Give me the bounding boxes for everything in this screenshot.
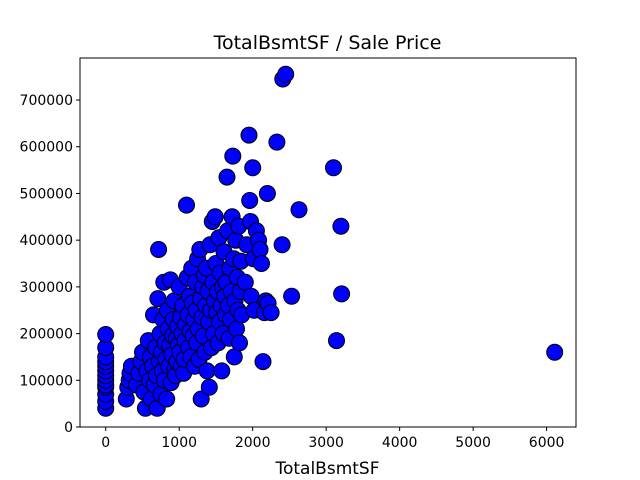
data-point: [213, 362, 231, 380]
data-point: [242, 287, 260, 305]
y-tick-label: 100000: [20, 373, 73, 389]
x-axis-label: TotalBsmtSF: [274, 459, 379, 479]
data-point: [97, 326, 115, 343]
x-tick-label: 5000: [455, 435, 491, 451]
data-point: [158, 390, 176, 408]
y-tick-label: 600000: [20, 140, 73, 156]
x-tick-label: 2000: [235, 435, 271, 451]
y-tick-label: 500000: [20, 186, 73, 202]
plot-frame: [79, 57, 577, 428]
y-tick-label: 200000: [20, 327, 73, 343]
data-point: [224, 147, 242, 165]
data-point: [273, 236, 291, 254]
data-point: [198, 362, 216, 380]
y-axis: 0 100000 200000 300000 400000 500000 600000 700…: [20, 93, 80, 436]
data-point: [268, 133, 286, 151]
data-point: [290, 201, 308, 219]
data-point: [546, 343, 564, 361]
x-tick-label: 6000: [529, 435, 565, 451]
data-point: [325, 159, 342, 177]
data-points: [97, 65, 564, 417]
data-point: [262, 304, 280, 322]
data-point: [251, 241, 269, 258]
data-point: [258, 185, 276, 202]
data-point: [241, 192, 259, 209]
x-tick-label: 0: [101, 435, 110, 451]
data-point: [231, 334, 248, 352]
x-tick-label: 1000: [161, 435, 197, 451]
data-point: [240, 126, 258, 144]
x-tick-label: 4000: [382, 435, 418, 451]
data-point: [192, 390, 210, 408]
data-point: [244, 159, 262, 177]
data-point: [277, 65, 295, 83]
data-point: [200, 378, 218, 396]
data-point: [332, 217, 350, 235]
data-point: [178, 196, 195, 214]
y-tick-label: 0: [64, 420, 73, 436]
data-point: [253, 255, 270, 272]
data-point: [206, 208, 224, 226]
y-tick-label: 700000: [20, 93, 73, 109]
data-point: [333, 285, 351, 303]
y-tick-label: 300000: [20, 280, 73, 296]
data-point: [149, 290, 167, 308]
x-axis: 0 1000 2000 3000 4000 5000 6000: [101, 427, 564, 451]
chart-title: TotalBsmtSF / Sale Price: [213, 32, 442, 54]
data-point: [218, 168, 236, 186]
data-point: [283, 287, 301, 305]
y-tick-label: 400000: [20, 233, 73, 249]
data-point: [328, 332, 345, 350]
data-point: [150, 241, 168, 258]
x-tick-label: 3000: [308, 435, 344, 451]
data-point: [254, 353, 272, 371]
